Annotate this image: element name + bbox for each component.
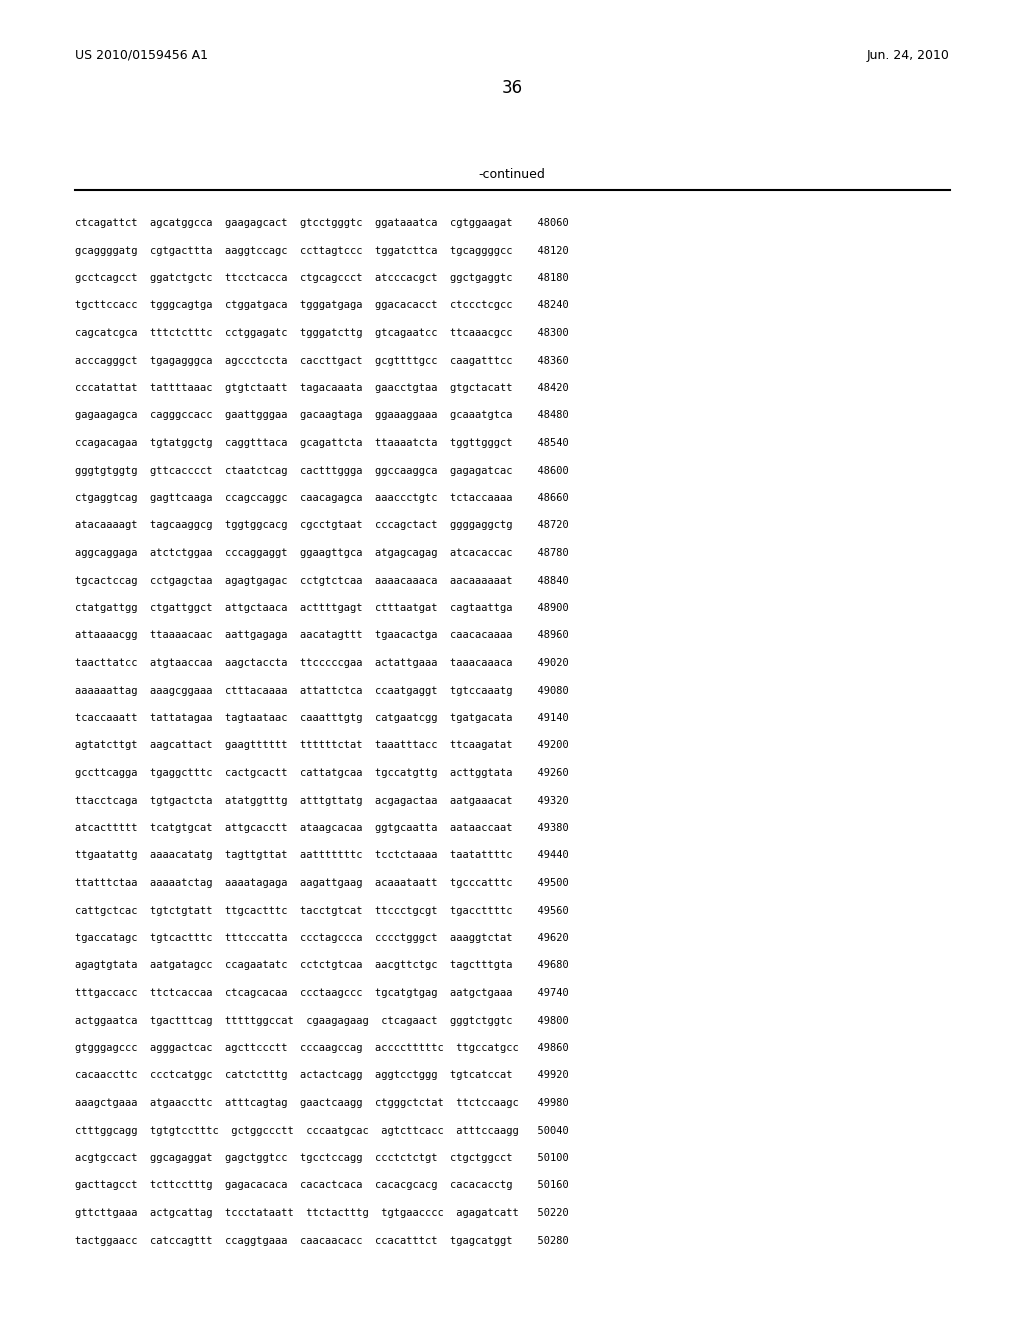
Text: ctcagattct  agcatggcca  gaagagcact  gtcctgggtc  ggataaatca  cgtggaagat    48060: ctcagattct agcatggcca gaagagcact gtcctgg… bbox=[75, 218, 568, 228]
Text: tactggaacc  catccagttt  ccaggtgaaa  caacaacacc  ccacatttct  tgagcatggt    50280: tactggaacc catccagttt ccaggtgaaa caacaac… bbox=[75, 1236, 568, 1246]
Text: 36: 36 bbox=[502, 79, 522, 96]
Text: -continued: -continued bbox=[478, 169, 546, 181]
Text: cacaaccttc  ccctcatggc  catctctttg  actactcagg  aggtcctggg  tgtcatccat    49920: cacaaccttc ccctcatggc catctctttg actactc… bbox=[75, 1071, 568, 1081]
Text: taacttatcc  atgtaaccaa  aagctaccta  ttcccccgaa  actattgaaa  taaacaaaca    49020: taacttatcc atgtaaccaa aagctaccta ttccccc… bbox=[75, 657, 568, 668]
Text: aaaaaattag  aaagcggaaa  ctttacaaaa  attattctca  ccaatgaggt  tgtccaaatg    49080: aaaaaattag aaagcggaaa ctttacaaaa attattc… bbox=[75, 685, 568, 696]
Text: acccagggct  tgagagggca  agccctccta  caccttgact  gcgttttgcc  caagatttcc    48360: acccagggct tgagagggca agccctccta caccttg… bbox=[75, 355, 568, 366]
Text: ttacctcaga  tgtgactcta  atatggtttg  atttgttatg  acgagactaa  aatgaaacat    49320: ttacctcaga tgtgactcta atatggtttg atttgtt… bbox=[75, 796, 568, 805]
Text: gcctcagcct  ggatctgctc  ttcctcacca  ctgcagccct  atcccacgct  ggctgaggtc    48180: gcctcagcct ggatctgctc ttcctcacca ctgcagc… bbox=[75, 273, 568, 282]
Text: gttcttgaaa  actgcattag  tccctataatt  ttctactttg  tgtgaacccc  agagatcatt   50220: gttcttgaaa actgcattag tccctataatt ttctac… bbox=[75, 1208, 568, 1218]
Text: aaagctgaaa  atgaaccttc  atttcagtag  gaactcaagg  ctgggctctat  ttctccaagc   49980: aaagctgaaa atgaaccttc atttcagtag gaactca… bbox=[75, 1098, 568, 1107]
Text: ttatttctaa  aaaaatctag  aaaatagaga  aagattgaag  acaaataatt  tgcccatttc    49500: ttatttctaa aaaaatctag aaaatagaga aagattg… bbox=[75, 878, 568, 888]
Text: attaaaacgg  ttaaaacaac  aattgagaga  aacatagttt  tgaacactga  caacacaaaa    48960: attaaaacgg ttaaaacaac aattgagaga aacatag… bbox=[75, 631, 568, 640]
Text: cccatattat  tattttaaac  gtgtctaatt  tagacaaata  gaacctgtaa  gtgctacatt    48420: cccatattat tattttaaac gtgtctaatt tagacaa… bbox=[75, 383, 568, 393]
Text: ttgaatattg  aaaacatatg  tagttgttat  aatttttttc  tcctctaaaa  taatattttc    49440: ttgaatattg aaaacatatg tagttgttat aattttt… bbox=[75, 850, 568, 861]
Text: gggtgtggtg  gttcacccct  ctaatctcag  cactttggga  ggccaaggca  gagagatcac    48600: gggtgtggtg gttcacccct ctaatctcag cactttg… bbox=[75, 466, 568, 475]
Text: actggaatca  tgactttcag  tttttggccat  cgaagagaag  ctcagaact  gggtctggtc    49800: actggaatca tgactttcag tttttggccat cgaaga… bbox=[75, 1015, 568, 1026]
Text: tgcactccag  cctgagctaa  agagtgagac  cctgtctcaa  aaaacaaaca  aacaaaaaat    48840: tgcactccag cctgagctaa agagtgagac cctgtct… bbox=[75, 576, 568, 586]
Text: tgaccatagc  tgtcactttc  tttcccatta  ccctagccca  cccctgggct  aaaggtctat    49620: tgaccatagc tgtcactttc tttcccatta ccctagc… bbox=[75, 933, 568, 942]
Text: ctttggcagg  tgtgtcctttc  gctggccctt  cccaatgcac  agtcttcacc  atttccaagg   50040: ctttggcagg tgtgtcctttc gctggccctt cccaat… bbox=[75, 1126, 568, 1135]
Text: agagtgtata  aatgatagcc  ccagaatatc  cctctgtcaa  aacgttctgc  tagctttgta    49680: agagtgtata aatgatagcc ccagaatatc cctctgt… bbox=[75, 961, 568, 970]
Text: tttgaccacc  ttctcaccaa  ctcagcacaa  ccctaagccc  tgcatgtgag  aatgctgaaa    49740: tttgaccacc ttctcaccaa ctcagcacaa ccctaag… bbox=[75, 987, 568, 998]
Text: atacaaaagt  tagcaaggcg  tggtggcacg  cgcctgtaat  cccagctact  ggggaggctg    48720: atacaaaagt tagcaaggcg tggtggcacg cgcctgt… bbox=[75, 520, 568, 531]
Text: gccttcagga  tgaggctttc  cactgcactt  cattatgcaa  tgccatgttg  acttggtata    49260: gccttcagga tgaggctttc cactgcactt cattatg… bbox=[75, 768, 568, 777]
Text: gagaagagca  cagggccacc  gaattgggaa  gacaagtaga  ggaaaggaaa  gcaaatgtca    48480: gagaagagca cagggccacc gaattgggaa gacaagt… bbox=[75, 411, 568, 421]
Text: Jun. 24, 2010: Jun. 24, 2010 bbox=[867, 49, 950, 62]
Text: gtgggagccc  agggactcac  agcttccctt  cccaagccag  acccctttttc  ttgccatgcc   49860: gtgggagccc agggactcac agcttccctt cccaagc… bbox=[75, 1043, 568, 1053]
Text: ccagacagaa  tgtatggctg  caggtttaca  gcagattcta  ttaaaatcta  tggttgggct    48540: ccagacagaa tgtatggctg caggtttaca gcagatt… bbox=[75, 438, 568, 447]
Text: ctatgattgg  ctgattggct  attgctaaca  acttttgagt  ctttaatgat  cagtaattga    48900: ctatgattgg ctgattggct attgctaaca acttttg… bbox=[75, 603, 568, 612]
Text: cagcatcgca  tttctctttc  cctggagatc  tgggatcttg  gtcagaatcc  ttcaaacgcc    48300: cagcatcgca tttctctttc cctggagatc tgggatc… bbox=[75, 327, 568, 338]
Text: aggcaggaga  atctctggaa  cccaggaggt  ggaagttgca  atgagcagag  atcacaccac    48780: aggcaggaga atctctggaa cccaggaggt ggaagtt… bbox=[75, 548, 568, 558]
Text: tcaccaaatt  tattatagaa  tagtaataac  caaatttgtg  catgaatcgg  tgatgacata    49140: tcaccaaatt tattatagaa tagtaataac caaattt… bbox=[75, 713, 568, 723]
Text: gcaggggatg  cgtgacttta  aaggtccagc  ccttagtccc  tggatcttca  tgcaggggcc    48120: gcaggggatg cgtgacttta aaggtccagc ccttagt… bbox=[75, 246, 568, 256]
Text: atcacttttt  tcatgtgcat  attgcacctt  ataagcacaa  ggtgcaatta  aataaccaat    49380: atcacttttt tcatgtgcat attgcacctt ataagca… bbox=[75, 822, 568, 833]
Text: agtatcttgt  aagcattact  gaagtttttt  ttttttctat  taaatttacc  ttcaagatat    49200: agtatcttgt aagcattact gaagtttttt ttttttc… bbox=[75, 741, 568, 751]
Text: ctgaggtcag  gagttcaaga  ccagccaggc  caacagagca  aaaccctgtc  tctaccaaaa    48660: ctgaggtcag gagttcaaga ccagccaggc caacaga… bbox=[75, 492, 568, 503]
Text: US 2010/0159456 A1: US 2010/0159456 A1 bbox=[75, 49, 208, 62]
Text: tgcttccacc  tgggcagtga  ctggatgaca  tgggatgaga  ggacacacct  ctccctcgcc    48240: tgcttccacc tgggcagtga ctggatgaca tgggatg… bbox=[75, 301, 568, 310]
Text: cattgctcac  tgtctgtatt  ttgcactttc  tacctgtcat  ttccctgcgt  tgaccttttc    49560: cattgctcac tgtctgtatt ttgcactttc tacctgt… bbox=[75, 906, 568, 916]
Text: acgtgccact  ggcagaggat  gagctggtcc  tgcctccagg  ccctctctgt  ctgctggcct    50100: acgtgccact ggcagaggat gagctggtcc tgcctcc… bbox=[75, 1152, 568, 1163]
Text: gacttagcct  tcttcctttg  gagacacaca  cacactcaca  cacacgcacg  cacacacctg    50160: gacttagcct tcttcctttg gagacacaca cacactc… bbox=[75, 1180, 568, 1191]
